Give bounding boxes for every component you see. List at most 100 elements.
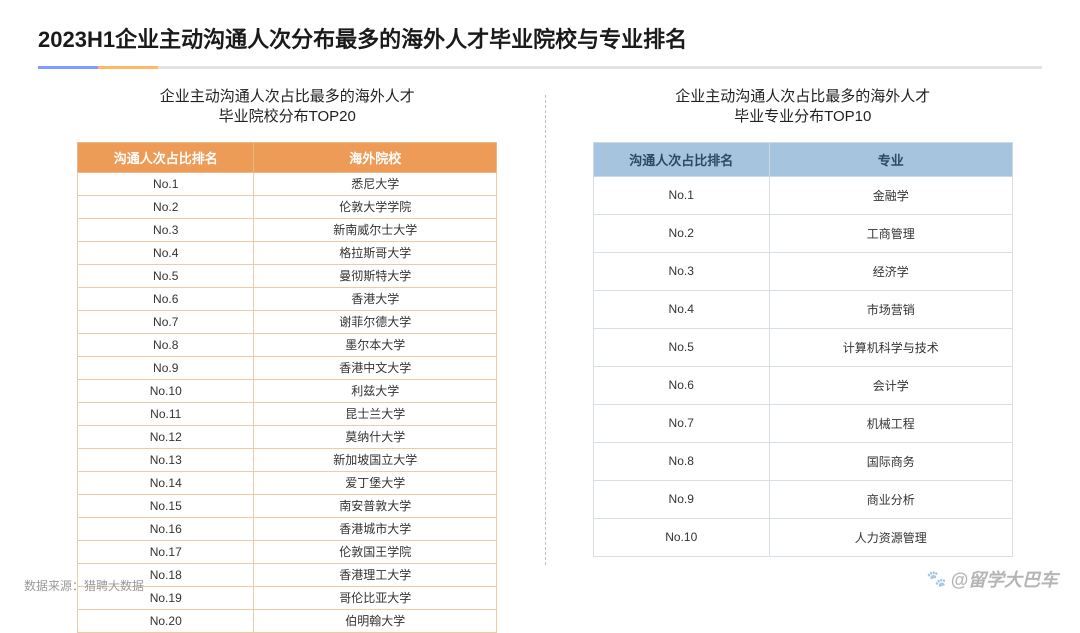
major-rank: No.7 [593,404,769,442]
school-rank: No.3 [78,218,254,241]
school-name: 曼彻斯特大学 [254,264,497,287]
school-rank: No.11 [78,402,254,425]
table-row: No.13新加坡国立大学 [78,448,497,471]
major-name: 计算机科学与技术 [769,328,1012,366]
title-underline [38,66,1042,69]
school-rank: No.4 [78,241,254,264]
paw-icon: 🐾 [927,569,947,589]
majors-col-rank: 沟通人次占比排名 [593,142,769,176]
major-rank: No.8 [593,442,769,480]
school-rank: No.17 [78,540,254,563]
table-row: No.6香港大学 [78,287,497,310]
major-rank: No.6 [593,366,769,404]
school-name: 哥伦比亚大学 [254,586,497,609]
right-title-line2: 毕业专业分布TOP10 [734,108,871,125]
table-row: No.20伯明翰大学 [78,609,497,632]
vertical-divider [545,95,546,565]
page-title: 2023H1企业主动沟通人次分布最多的海外人才毕业院校与专业排名 [0,0,1080,54]
table-row: No.5曼彻斯特大学 [78,264,497,287]
major-name: 国际商务 [769,442,1012,480]
school-name: 伦敦大学学院 [254,195,497,218]
table-row: No.17伦敦国王学院 [78,540,497,563]
table-row: No.2伦敦大学学院 [78,195,497,218]
table-row: No.9商业分析 [593,480,1012,518]
school-rank: No.8 [78,333,254,356]
major-name: 金融学 [769,176,1012,214]
table-row: No.8墨尔本大学 [78,333,497,356]
major-name: 机械工程 [769,404,1012,442]
school-name: 南安普敦大学 [254,494,497,517]
school-rank: No.13 [78,448,254,471]
school-rank: No.14 [78,471,254,494]
right-panel-title: 企业主动沟通人次占比最多的海外人才 毕业专业分布TOP10 [675,87,930,128]
table-row: No.8国际商务 [593,442,1012,480]
table-row: No.10人力资源管理 [593,518,1012,556]
table-row: No.12莫纳什大学 [78,425,497,448]
school-rank: No.15 [78,494,254,517]
table-row: No.11昆士兰大学 [78,402,497,425]
school-rank: No.1 [78,172,254,195]
schools-col-rank: 沟通人次占比排名 [78,142,254,172]
major-rank: No.2 [593,214,769,252]
school-name: 伦敦国王学院 [254,540,497,563]
school-rank: No.6 [78,287,254,310]
table-row: No.7机械工程 [593,404,1012,442]
school-name: 谢菲尔德大学 [254,310,497,333]
school-rank: No.16 [78,517,254,540]
watermark: 🐾 @留学大巴车 [927,566,1058,592]
table-row: No.4格拉斯哥大学 [78,241,497,264]
school-rank: No.9 [78,356,254,379]
school-name: 莫纳什大学 [254,425,497,448]
school-rank: No.5 [78,264,254,287]
major-name: 市场营销 [769,290,1012,328]
major-name: 工商管理 [769,214,1012,252]
school-name: 伯明翰大学 [254,609,497,632]
major-name: 会计学 [769,366,1012,404]
major-rank: No.3 [593,252,769,290]
panels: 企业主动沟通人次占比最多的海外人才 毕业院校分布TOP20 沟通人次占比排名 海… [0,69,1080,633]
right-title-line1: 企业主动沟通人次占比最多的海外人才 [675,88,930,105]
right-panel: 企业主动沟通人次占比最多的海外人才 毕业专业分布TOP10 沟通人次占比排名 专… [576,87,1031,557]
left-panel: 企业主动沟通人次占比最多的海外人才 毕业院校分布TOP20 沟通人次占比排名 海… [60,87,515,633]
majors-col-name: 专业 [769,142,1012,176]
school-rank: No.7 [78,310,254,333]
school-rank: No.20 [78,609,254,632]
schools-col-name: 海外院校 [254,142,497,172]
table-row: No.15南安普敦大学 [78,494,497,517]
major-rank: No.1 [593,176,769,214]
major-rank: No.10 [593,518,769,556]
school-name: 新南威尔士大学 [254,218,497,241]
table-row: No.5计算机科学与技术 [593,328,1012,366]
school-rank: No.10 [78,379,254,402]
table-row: No.3经济学 [593,252,1012,290]
table-row: No.10利兹大学 [78,379,497,402]
table-row: No.3新南威尔士大学 [78,218,497,241]
schools-table: 沟通人次占比排名 海外院校 No.1悉尼大学No.2伦敦大学学院No.3新南威尔… [77,142,497,633]
major-rank: No.5 [593,328,769,366]
table-row: No.4市场营销 [593,290,1012,328]
table-row: No.6会计学 [593,366,1012,404]
watermark-text: @留学大巴车 [950,566,1058,592]
majors-table: 沟通人次占比排名 专业 No.1金融学No.2工商管理No.3经济学No.4市场… [593,142,1013,557]
school-name: 香港中文大学 [254,356,497,379]
school-name: 墨尔本大学 [254,333,497,356]
table-row: No.7谢菲尔德大学 [78,310,497,333]
major-name: 经济学 [769,252,1012,290]
school-name: 香港大学 [254,287,497,310]
left-title-line1: 企业主动沟通人次占比最多的海外人才 [160,88,415,105]
school-name: 香港城市大学 [254,517,497,540]
major-rank: No.4 [593,290,769,328]
table-row: No.1悉尼大学 [78,172,497,195]
left-title-line2: 毕业院校分布TOP20 [219,108,356,125]
table-row: No.2工商管理 [593,214,1012,252]
school-name: 昆士兰大学 [254,402,497,425]
data-source: 数据来源：猎聘大数据 [24,577,144,594]
school-name: 香港理工大学 [254,563,497,586]
table-row: No.1金融学 [593,176,1012,214]
major-name: 人力资源管理 [769,518,1012,556]
major-rank: No.9 [593,480,769,518]
table-row: No.9香港中文大学 [78,356,497,379]
school-name: 爱丁堡大学 [254,471,497,494]
school-rank: No.12 [78,425,254,448]
major-name: 商业分析 [769,480,1012,518]
